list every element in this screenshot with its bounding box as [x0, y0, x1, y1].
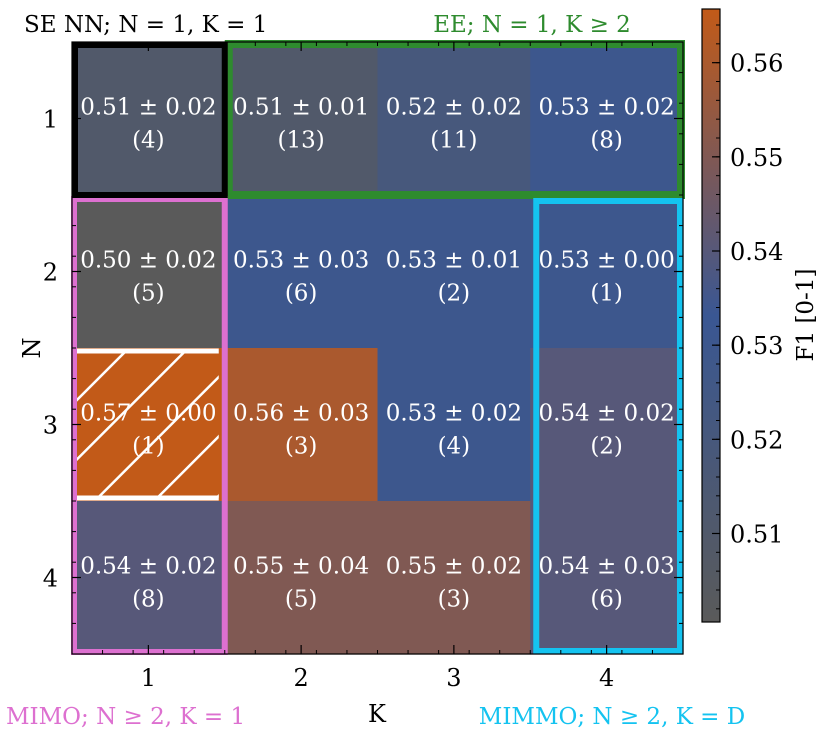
heatmap-cell [224, 195, 379, 349]
region-outlines [71, 40, 685, 655]
colorbar-tick-label: 0.55 [730, 144, 783, 172]
y-tick-label: 4 [43, 565, 58, 593]
cell-value-label: 0.55 ± 0.02 [386, 554, 522, 580]
colorbar: 0.51 0.52 0.53 0.54 0.55 0.56 F1 [0-1] [701, 8, 819, 623]
x-tick-label: 3 [446, 664, 461, 692]
cell-value-label: 0.54 ± 0.02 [538, 401, 674, 427]
cell-count-label: (4) [132, 128, 165, 154]
colorbar-tick-label: 0.54 [730, 238, 783, 266]
heatmap-cell [377, 348, 531, 502]
cell-count-label: (8) [132, 587, 165, 613]
cell-value-label: 0.56 ± 0.03 [233, 401, 369, 427]
region-annotation: SE NN; N = 1, K = 1 [24, 12, 267, 38]
cell-count-label: (2) [590, 434, 623, 460]
heatmap-cell [72, 42, 226, 196]
colorbar-tick-label: 0.53 [730, 332, 783, 360]
y-tick-label: 2 [43, 259, 58, 287]
heatmap-cell [224, 501, 379, 655]
cell-count-label: (6) [285, 281, 318, 307]
colorbar-label: F1 [0-1] [793, 269, 819, 362]
cell-count-label: (3) [438, 587, 471, 613]
colorbar-tick-label: 0.51 [730, 520, 783, 548]
heatmap-cell [224, 42, 379, 196]
cell-count-label: (6) [590, 587, 623, 613]
heatmap-cell [530, 501, 684, 655]
colorbar-tick-label: 0.52 [730, 426, 783, 454]
cell-value-label: 0.54 ± 0.02 [80, 554, 216, 580]
cell-count-label: (11) [430, 128, 477, 154]
cell-value-label: 0.53 ± 0.02 [538, 95, 674, 121]
heatmap-cell [377, 195, 531, 349]
region-annotation: MIMO; N ≥ 2, K = 1 [6, 704, 245, 730]
hatched-cell-overlay [74, 351, 219, 498]
heatmap-cell [530, 348, 684, 502]
cell-value-label: 0.55 ± 0.04 [233, 554, 369, 580]
y-axis-label: N [18, 338, 46, 359]
cell-value-label: 0.53 ± 0.00 [538, 248, 674, 274]
cell-value-label: 0.53 ± 0.03 [233, 248, 369, 274]
cell-count-label: (3) [285, 434, 318, 460]
cell-count-label: (13) [278, 128, 325, 154]
cell-value-label: 0.51 ± 0.02 [80, 95, 216, 121]
heatmap-cell [377, 501, 531, 655]
cell-value-label: 0.54 ± 0.03 [538, 554, 674, 580]
region-outline [533, 198, 683, 654]
heatmap-cell [377, 42, 531, 196]
cell-value-label: 0.52 ± 0.02 [386, 95, 522, 121]
region-outline [71, 196, 228, 655]
x-axis-label: K [368, 700, 387, 728]
x-tick-label: 2 [293, 664, 308, 692]
heatmap-cell [530, 42, 684, 196]
heatmap-cell [72, 195, 226, 349]
cell-count-label: (2) [438, 281, 471, 307]
cell-value-label: 0.57 ± 0.00 [80, 401, 216, 427]
cell-value-label: 0.53 ± 0.02 [386, 401, 522, 427]
y-tick-label: 1 [43, 106, 58, 134]
region-annotations: SE NN; N = 1, K = 1 EE; N = 1, K ≥ 2 MIMO;… [6, 12, 745, 730]
cell-count-label: (5) [132, 281, 165, 307]
cell-value-label: 0.51 ± 0.01 [233, 95, 369, 121]
region-annotation: MIMMO; N ≥ 2, K = D [479, 704, 745, 730]
heatmap-cell [224, 348, 379, 502]
colorbar-tick-label: 0.56 [730, 50, 783, 78]
colorbar-bar [701, 8, 721, 623]
cell-count-label: (1) [590, 281, 623, 307]
heatmap-cell [530, 195, 684, 349]
region-outline [224, 40, 685, 199]
cell-value-label: 0.50 ± 0.02 [80, 248, 216, 274]
cell-value-label: 0.53 ± 0.01 [386, 248, 522, 274]
region-outline [72, 42, 228, 198]
cell-count-label: (8) [590, 128, 623, 154]
heatmap-cell [72, 501, 226, 655]
cell-count-label: (4) [438, 434, 471, 460]
heatmap-cells [72, 42, 684, 655]
cell-count-label: (5) [285, 587, 318, 613]
x-tick-label: 4 [599, 664, 614, 692]
cell-labels: 0.51 ± 0.02 (4) 0.51 ± 0.01 (13) 0.52 ± 0.02… [80, 95, 675, 613]
region-annotation: EE; N = 1, K ≥ 2 [433, 12, 631, 38]
x-tick-label: 1 [141, 664, 156, 692]
cell-count-label: (1) [132, 434, 165, 460]
y-tick-label: 3 [43, 412, 58, 440]
axes: 1 2 3 4 1 2 3 4 K N [18, 41, 684, 728]
